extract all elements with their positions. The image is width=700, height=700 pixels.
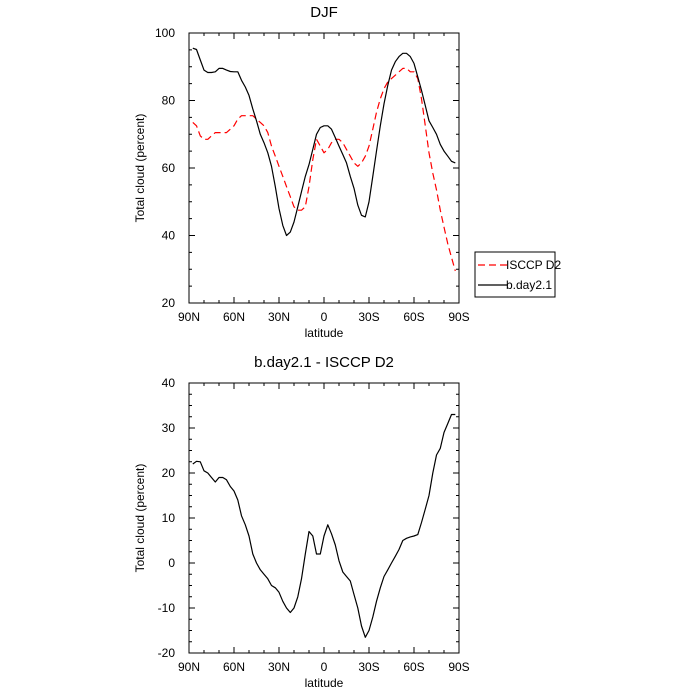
x-tick-label: 30S [358, 660, 379, 674]
x-tick-label: 90S [448, 310, 469, 324]
x-tick-label: 90N [178, 660, 200, 674]
x-tick-label: 30N [268, 660, 290, 674]
y-tick-label: 80 [162, 94, 176, 108]
series-line-difference [192, 413, 456, 638]
chart-title: b.day2.1 - ISCCP D2 [254, 354, 394, 371]
y-tick-label: 100 [155, 26, 175, 40]
x-tick-label: 30N [268, 310, 290, 324]
x-tick-label: 30S [358, 310, 379, 324]
x-axis-label: latitude [305, 676, 344, 690]
series-line-isccp-d2 [192, 67, 456, 272]
chart-title: DJF [310, 4, 338, 21]
y-tick-label: 20 [162, 466, 176, 480]
y-tick-label: 40 [162, 229, 176, 243]
y-axis-label: Total cloud (percent) [133, 464, 147, 573]
x-tick-label: 90S [448, 660, 469, 674]
legend: ISCCP D2 b.day2.1 [474, 251, 561, 298]
y-tick-label: 20 [162, 296, 176, 310]
x-tick-label: 90N [178, 310, 200, 324]
series-line-b-day2-1 [192, 47, 456, 237]
legend-label: b.day2.1 [506, 278, 552, 292]
y-tick-label: 60 [162, 161, 176, 175]
x-tick-label: 60N [223, 660, 245, 674]
y-tick-label: -10 [158, 601, 176, 615]
y-tick-label: 0 [168, 556, 175, 570]
legend-label: ISCCP D2 [506, 258, 561, 272]
x-tick-label: 0 [321, 660, 328, 674]
plot-frame [188, 32, 460, 304]
x-tick-label: 0 [321, 310, 328, 324]
x-tick-label: 60N [223, 310, 245, 324]
plot-frame [188, 382, 460, 654]
y-axis-label: Total cloud (percent) [133, 114, 147, 223]
difference-chart: b.day2.1 - ISCCP D2 90N 60N 30N 0 30S 60S 90S -2… [133, 354, 470, 690]
x-tick-label: 60S [403, 310, 424, 324]
y-tick-label: 10 [162, 511, 176, 525]
djf-chart: DJF 90N 60N 30N 0 30S 60S 90S 20 40 60 80 100 latitud… [133, 4, 561, 340]
y-tick-label: -20 [158, 646, 176, 660]
y-tick-label: 30 [162, 421, 176, 435]
x-axis-label: latitude [305, 326, 344, 340]
x-tick-label: 60S [403, 660, 424, 674]
legend-box [474, 251, 556, 298]
y-tick-label: 40 [162, 376, 176, 390]
